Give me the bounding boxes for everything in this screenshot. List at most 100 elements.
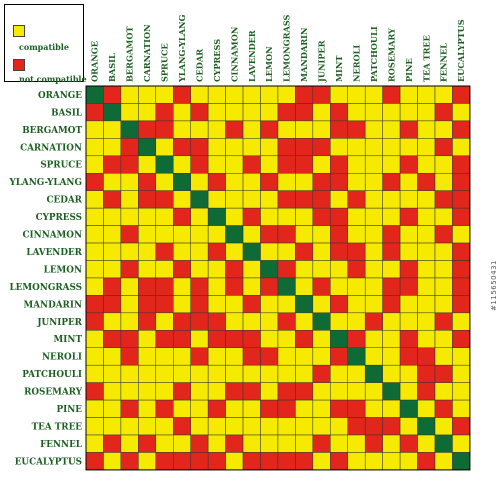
row-label: CYPRESS: [36, 213, 82, 223]
heatmap-cell: [277, 295, 296, 314]
heatmap-cell: [103, 399, 122, 418]
heatmap-cell: [399, 242, 418, 261]
heatmap-cell: [364, 207, 383, 226]
heatmap-cell: [295, 103, 314, 122]
compatible-label: compatible: [19, 42, 69, 52]
heatmap-cell: [277, 173, 296, 191]
heatmap-cell: [155, 207, 174, 226]
heatmap-cell: [190, 452, 209, 471]
heatmap-cell: [364, 347, 383, 366]
heatmap-cell: [295, 242, 314, 261]
heatmap-cell: [242, 260, 261, 279]
heatmap-cell: [452, 120, 471, 139]
heatmap-cell: [434, 399, 453, 418]
heatmap-cell: [452, 173, 471, 191]
heatmap-cell: [330, 452, 348, 471]
heatmap-cell: [347, 225, 366, 244]
heatmap-cell: [364, 260, 383, 279]
heatmap-cell: [190, 242, 209, 261]
heatmap-cell: [347, 155, 366, 174]
heatmap-cell: [260, 138, 279, 157]
heatmap-cell: [364, 399, 383, 418]
heatmap-cell: [138, 242, 157, 261]
column-label: BERGAMOT: [125, 25, 135, 82]
heatmap-cell: [295, 312, 314, 331]
heatmap-cell: [155, 277, 174, 296]
heatmap-cell: [312, 312, 331, 331]
heatmap-cell: [190, 225, 209, 244]
heatmap-cell: [225, 225, 244, 244]
heatmap-cell: [173, 85, 191, 104]
heatmap-cell: [120, 312, 139, 331]
heatmap-cell: [312, 434, 331, 453]
heatmap-cell: [207, 242, 226, 261]
heatmap-cell: [399, 312, 418, 331]
heatmap-cell: [347, 190, 366, 209]
heatmap-cell: [120, 173, 139, 191]
heatmap-cell: [382, 207, 401, 226]
heatmap-cell: [399, 347, 418, 366]
heatmap-cell: [225, 85, 244, 104]
heatmap-cell: [452, 295, 471, 314]
heatmap-cell: [347, 364, 366, 383]
heatmap-cell: [295, 417, 314, 436]
heatmap-cell: [295, 225, 314, 244]
heatmap-cell: [452, 312, 471, 331]
heatmap-cell: [225, 295, 244, 314]
heatmap-cell: [399, 103, 418, 122]
column-label: MINT: [334, 55, 344, 82]
heatmap-cell: [103, 364, 122, 383]
heatmap-cell: [364, 242, 383, 261]
heatmap-cell: [277, 242, 296, 261]
heatmap-cell: [155, 155, 174, 174]
heatmap-cell: [103, 295, 122, 314]
heatmap-cell: [295, 190, 314, 209]
heatmap-cell: [155, 330, 174, 348]
heatmap-cell: [382, 277, 401, 296]
heatmap-cell: [190, 120, 209, 139]
heatmap-cell: [382, 242, 401, 261]
heatmap-cell: [242, 173, 261, 191]
row-label: ORANGE: [38, 91, 82, 101]
heatmap-cell: [347, 452, 366, 471]
heatmap-cell: [138, 330, 157, 348]
heatmap-cell: [382, 399, 401, 418]
heatmap-cell: [190, 173, 209, 191]
heatmap-cell: [225, 120, 244, 139]
heatmap-cell: [155, 173, 174, 191]
heatmap-cell: [347, 382, 366, 401]
heatmap-cell: [138, 399, 157, 418]
heatmap-cell: [417, 434, 436, 453]
column-label: SPRUCE: [160, 43, 170, 82]
heatmap-cell: [417, 138, 436, 157]
heatmap-cell: [207, 295, 226, 314]
heatmap-cell: [120, 260, 139, 279]
heatmap-cell: [260, 120, 279, 139]
heatmap-cell: [330, 399, 348, 418]
heatmap-cell: [120, 155, 139, 174]
heatmap-cell: [452, 382, 471, 401]
heatmap-cell: [434, 225, 453, 244]
heatmap-cell: [382, 364, 401, 383]
row-label: LEMON: [44, 265, 82, 275]
not-compatible-label: not compatible: [19, 74, 87, 84]
heatmap-cell: [364, 138, 383, 157]
heatmap-cell: [85, 295, 104, 314]
heatmap-cell: [242, 364, 261, 383]
heatmap-cell: [85, 330, 104, 348]
heatmap-cell: [417, 190, 436, 209]
heatmap-cell: [138, 207, 157, 226]
row-label: CEDAR: [47, 196, 83, 206]
heatmap-cell: [417, 242, 436, 261]
heatmap-cell: [103, 452, 122, 471]
heatmap-cell: [173, 242, 191, 261]
heatmap-cell: [242, 347, 261, 366]
heatmap-cell: [242, 399, 261, 418]
heatmap-cell: [155, 103, 174, 122]
heatmap-cell: [242, 277, 261, 296]
heatmap-cell: [434, 347, 453, 366]
heatmap-cell: [347, 277, 366, 296]
row-label: BASIL: [51, 108, 82, 118]
heatmap-cell: [417, 155, 436, 174]
heatmap-cell: [399, 399, 418, 418]
